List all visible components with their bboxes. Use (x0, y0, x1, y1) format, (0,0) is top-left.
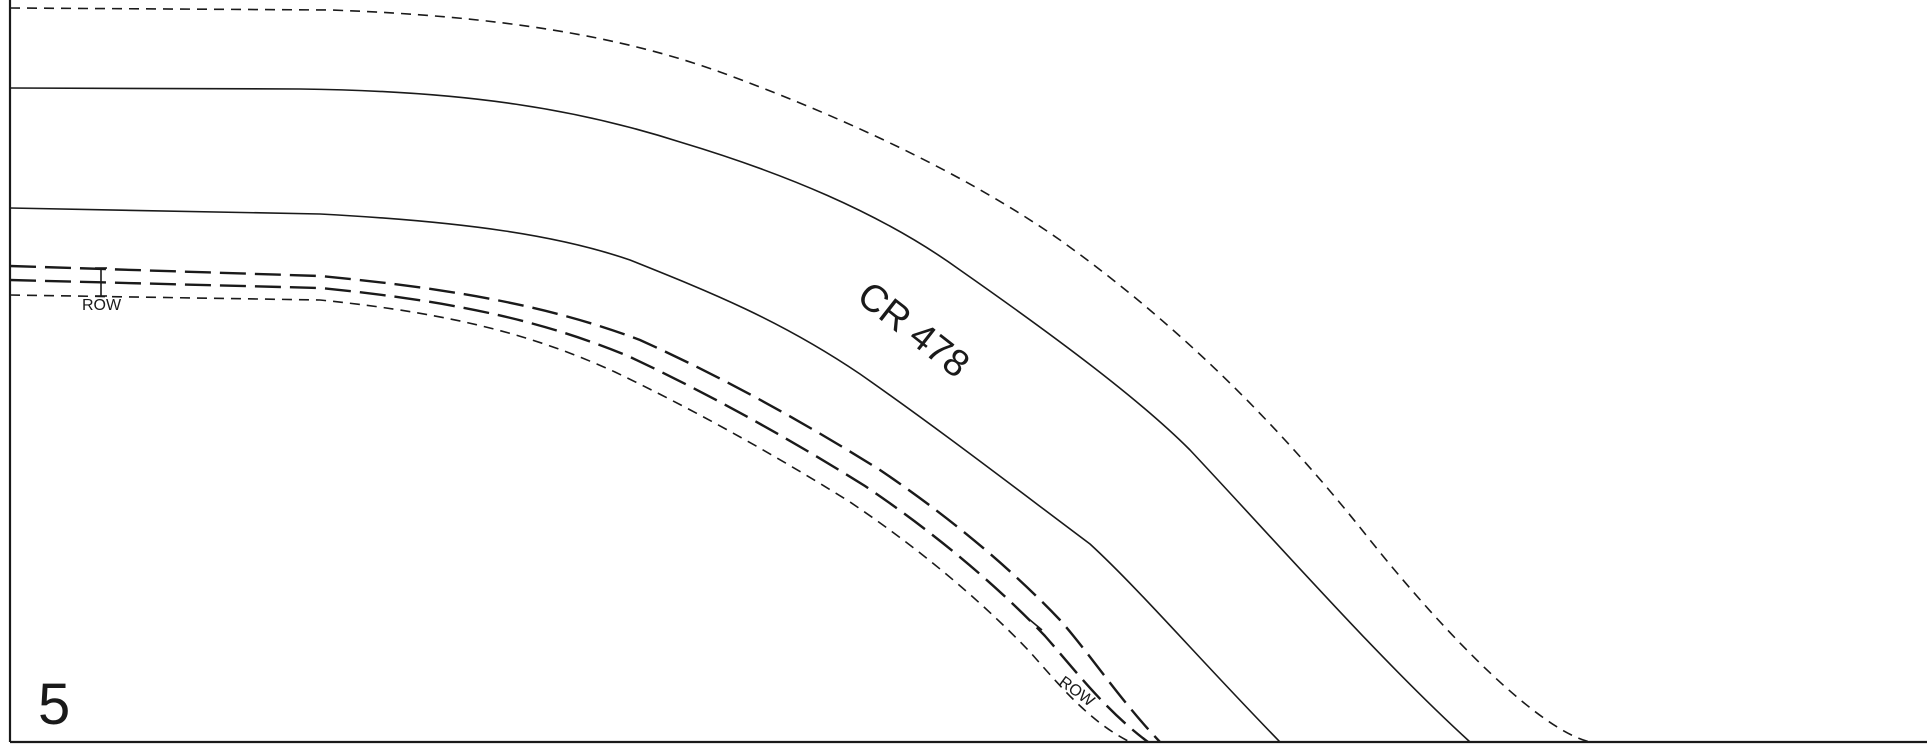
row-dimension-tick-south (1029, 619, 1043, 631)
south-row-lines (9, 264, 1161, 743)
north-pavement-edge (9, 87, 1471, 743)
row-label-south: ROW (1056, 673, 1098, 710)
sheet-frame (8, 0, 1927, 744)
south-pavement-edge (9, 207, 1281, 743)
row-dimension-tick (95, 267, 107, 297)
sheet-number: 5 (38, 672, 70, 737)
row-line-1 (9, 264, 1161, 743)
outer-row-line (9, 7, 1591, 743)
row-label-west: ROW (82, 297, 122, 314)
row-line-2 (9, 278, 1149, 743)
road-name-label: CR 478 (849, 274, 976, 386)
row-line-3 (9, 294, 1131, 743)
